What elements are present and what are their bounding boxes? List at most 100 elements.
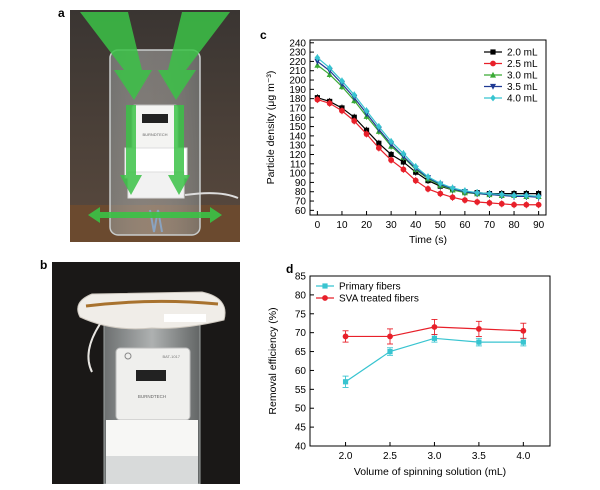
y-tick-label: 50: [295, 404, 307, 415]
y-tick-label: 210: [289, 66, 306, 77]
y-tick-label: 150: [289, 122, 306, 133]
y-tick-label: 170: [289, 103, 306, 114]
data-point: [425, 173, 431, 181]
photo-a-test-chamber: BURNDTECH: [70, 10, 240, 242]
y-tick-label: 80: [295, 290, 307, 301]
data-point: [431, 324, 438, 330]
legend-marker: [490, 49, 496, 55]
airflow-arrow-down-left-icon: [120, 105, 142, 195]
data-point: [449, 194, 456, 201]
data-point: [351, 91, 358, 99]
y-tick-label: 100: [289, 169, 306, 180]
y-tick-label: 90: [295, 178, 307, 189]
x-tick-label: 90: [533, 220, 545, 231]
y-tick-label: 190: [289, 85, 306, 96]
legend-label: 3.5 mL: [507, 82, 538, 93]
y-tick-label: 130: [289, 141, 306, 152]
sensor-screen: [142, 114, 168, 123]
y-tick-label: 75: [295, 309, 307, 320]
data-point: [462, 187, 468, 195]
data-point: [388, 151, 394, 158]
y-tick-label: 140: [289, 131, 306, 142]
data-point: [523, 192, 530, 199]
plot-frame: [309, 39, 547, 216]
airflow-arrow-left-icon: [80, 12, 152, 100]
y-tick-label: 200: [289, 76, 306, 87]
legend-label: 2.0 mL: [507, 48, 538, 59]
y-tick-label: 40: [295, 442, 307, 453]
panel-label-a: a: [58, 6, 65, 20]
y-tick-label: 230: [289, 48, 306, 59]
data-point: [342, 333, 349, 340]
y-tick-label: 160: [289, 113, 306, 124]
white-base-b: [106, 420, 198, 456]
data-point: [475, 325, 482, 332]
device-id-text: BAT-1017: [163, 354, 181, 359]
y-axis-label: Removal efficiency (%): [267, 307, 279, 414]
data-point: [363, 131, 370, 137]
y-tick-label: 60: [295, 206, 307, 217]
x-tick-label: 80: [508, 220, 520, 231]
legend-marker: [322, 283, 328, 289]
power-cable: [184, 192, 239, 199]
series-line: [345, 337, 524, 383]
sensor-screen-b: [136, 370, 166, 381]
x-tick-label: 3.5: [472, 451, 486, 462]
data-point: [461, 197, 468, 204]
x-tick-label: 50: [435, 220, 447, 231]
y-tick-label: 180: [289, 94, 306, 105]
data-point: [523, 201, 530, 208]
data-point: [535, 201, 542, 208]
data-point: [400, 166, 407, 173]
data-point: [412, 177, 419, 184]
device-brand-text-b: BURNDTECH: [138, 394, 166, 399]
data-point: [437, 179, 444, 187]
x-tick-label: 30: [386, 220, 398, 231]
data-point: [400, 150, 407, 157]
data-point: [437, 190, 444, 197]
mask-earloop: [87, 323, 101, 373]
y-tick-label: 85: [295, 272, 307, 283]
x-axis-label: Time (s): [409, 234, 447, 246]
x-tick-label: 2.5: [383, 451, 397, 462]
data-point: [520, 327, 527, 334]
y-tick-label: 120: [289, 150, 306, 161]
data-point: [351, 118, 358, 124]
data-point: [431, 335, 438, 341]
legend-label: 2.5 mL: [507, 59, 538, 70]
tube-bottom-b: [106, 456, 198, 484]
y-tick-label: 45: [295, 423, 307, 434]
legend-marker: [322, 295, 328, 301]
data-point: [375, 145, 382, 151]
mask-strap: [85, 299, 219, 308]
y-tick-label: 60: [295, 366, 307, 377]
data-point: [387, 348, 393, 355]
y-tick-label: 80: [295, 187, 307, 198]
data-point: [520, 339, 526, 345]
plot-frame: [309, 275, 551, 447]
panel-label-b: b: [40, 258, 48, 272]
y-tick-label: 70: [295, 328, 307, 339]
y-tick-label: 55: [295, 385, 307, 396]
data-point: [387, 333, 393, 340]
data-point: [486, 190, 493, 197]
panel-label-c: c: [260, 28, 267, 42]
x-axis-label: Volume of spinning solution (mL): [354, 466, 506, 478]
legend-marker: [490, 83, 496, 90]
chart-c-particle-density: 6070809010011012013014015016017018019020…: [265, 38, 547, 246]
legend-marker: [490, 60, 496, 67]
data-point: [376, 140, 382, 146]
y-tick-label: 65: [295, 347, 307, 358]
x-tick-label: 20: [361, 220, 373, 231]
data-point: [314, 54, 321, 62]
data-point: [326, 100, 333, 107]
data-point: [412, 163, 419, 170]
data-point: [363, 127, 370, 133]
x-tick-label: 0: [315, 220, 321, 231]
stand-clip: [149, 209, 163, 233]
data-point: [388, 138, 394, 145]
data-point: [314, 58, 321, 65]
data-point: [511, 192, 517, 199]
photo-b-mask-on-chamber: BAT-1017 BURNDTECH: [52, 262, 240, 484]
data-point: [486, 199, 493, 206]
